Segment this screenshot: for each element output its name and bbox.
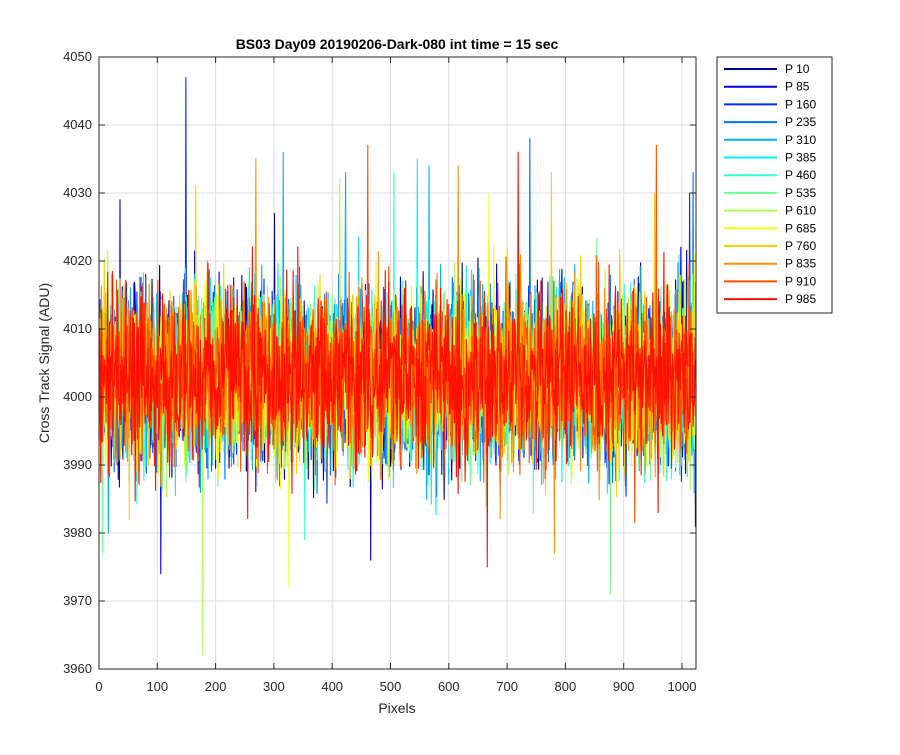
legend-label: P 835 [785, 257, 816, 271]
y-tick-label: 3960 [63, 661, 92, 676]
legend-label: P 910 [785, 274, 816, 288]
y-tick-label: 4020 [63, 253, 92, 268]
legend-label: P 535 [785, 186, 816, 200]
series-layer [99, 76, 697, 656]
chart-title: BS03 Day09 20190206-Dark-080 int time = … [236, 36, 559, 52]
legend-label: P 985 [785, 292, 816, 306]
legend-label: P 85 [785, 80, 810, 94]
x-axis-label: Pixels [378, 700, 415, 716]
y-tick-label: 4000 [63, 389, 92, 404]
y-tick-label: 3980 [63, 525, 92, 540]
y-tick-label: 4010 [63, 321, 92, 336]
y-tick-label: 3990 [63, 457, 92, 472]
x-tick-label: 800 [555, 679, 577, 694]
plot-frame [98, 56, 697, 670]
legend-label: P 685 [785, 221, 816, 235]
legend-label: P 10 [785, 62, 810, 76]
y-tick-label: 4040 [63, 117, 92, 132]
x-tick-label: 0 [95, 679, 102, 694]
x-tick-label: 200 [205, 679, 227, 694]
series-line-14 [99, 151, 697, 568]
x-tick-label: 400 [321, 679, 343, 694]
x-tick-label: 700 [496, 679, 518, 694]
x-tick-label: 300 [263, 679, 285, 694]
x-tick-label: 600 [438, 679, 460, 694]
legend-label: P 310 [785, 133, 816, 147]
x-tick-label: 900 [613, 679, 635, 694]
legend-label: P 460 [785, 168, 816, 182]
y-tick-label: 3970 [63, 593, 92, 608]
legend: P 10 P 85 P 160 P 235 P 310 P 385 P 460 P 535 P … [716, 56, 833, 314]
y-tick-label: 4050 [63, 49, 92, 64]
y-axis-label: Cross Track Signal (ADU) [36, 283, 52, 443]
x-tick-label: 100 [146, 679, 168, 694]
x-tick-label: 1000 [668, 679, 697, 694]
legend-label: P 235 [785, 115, 816, 129]
legend-label: P 610 [785, 204, 816, 218]
legend-label: P 760 [785, 239, 816, 253]
ticks: 0 100 200 300 400 500 600 700 800 900 1000 3960 3970… [63, 49, 696, 694]
legend-label: P 385 [785, 151, 816, 165]
legend-box [716, 56, 833, 314]
x-tick-label: 500 [380, 679, 402, 694]
y-tick-label: 4030 [63, 185, 92, 200]
legend-label: P 160 [785, 97, 816, 111]
